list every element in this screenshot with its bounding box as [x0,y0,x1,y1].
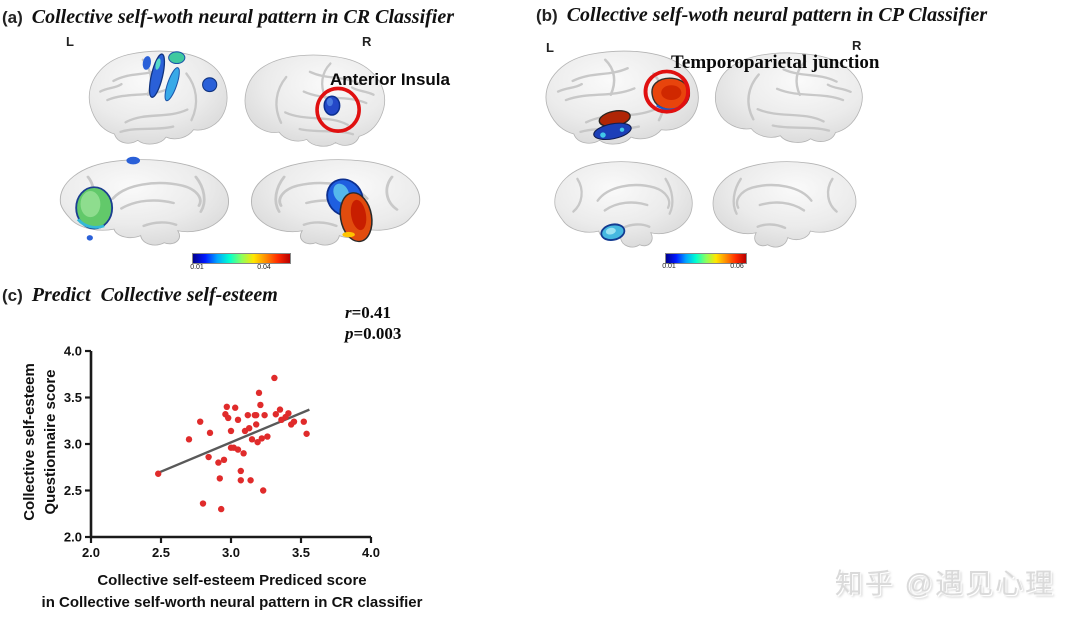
panel-b-tag: (b) [536,6,558,25]
x-axis-label-line2: in Collective self-worth neural pattern … [41,594,423,611]
panel-c-header: (c) Predict Collective self-esteem [2,284,278,307]
scatter-point [285,410,292,417]
panel-c-tag: (c) [2,286,23,305]
scatter-point [220,456,228,464]
brain-b-medial-left [553,160,694,249]
colorbar-b-max: 0.06 [730,263,744,270]
scatter-point [197,418,204,425]
scatter-point [290,418,298,425]
activation-temporal [593,110,632,141]
brain-a-lateral-left [87,49,229,146]
y-tick-label: 2.0 [64,530,82,545]
colorbar-b-min: 0.01 [662,263,676,270]
scatter-point [258,435,265,442]
stat-r: r=0.41 [345,303,392,322]
panel-b-header: (b) Collective self-woth neural pattern … [536,4,987,27]
activation-occipital-blue-red [326,178,373,243]
scatter-point [253,421,260,428]
y-tick-label: 3.0 [64,437,82,452]
scatter-point [225,414,232,422]
colorbar-a [192,253,291,264]
scatter-point [240,450,247,457]
scatter-point [246,424,253,432]
scatter-point [227,427,235,435]
x-tick-label: 4.0 [362,545,380,560]
brain-a-lateral-right [243,53,386,148]
scatter-point [206,429,214,437]
scatter-point [254,438,261,446]
panel-b-left-hemisphere-label: L [546,40,554,55]
scatter-point [303,430,310,437]
scatter-point [205,453,212,461]
scatter-point [215,459,222,466]
scatter-plot: 2.0 2.5 3.0 3.5 4.0 2.0 2.5 3.0 3.5 4.0 [64,344,380,561]
panel-b-right-hemisphere-label: R [852,38,862,53]
scatter-point [264,433,271,440]
brain-b-lateral-left [544,49,700,146]
panel-a-header: (a) Collective self-woth neural pattern … [2,6,454,29]
scatter-point [271,374,278,382]
brain-a-medial-right [250,158,422,247]
scatter-point [234,446,242,453]
stat-p: p=0.003 [345,324,402,343]
scatter-point [272,411,279,418]
scatter-point [155,470,162,477]
panel-a-tag: (a) [2,8,23,27]
colorbar-a-max: 0.04 [257,264,271,271]
scatter-point [300,418,307,425]
panel-a-right-hemisphere-label: R [362,34,372,49]
panel-a-title: Collective self-woth neural pattern in C… [31,6,455,28]
brain-b-medial-right [711,160,858,249]
scatter-point [216,475,223,482]
anterior-insula-label: Anterior Insula [330,70,450,89]
scatter-point [237,477,244,484]
scatter-point [218,505,225,513]
scatter-point [253,411,260,419]
panel-a-left-hemisphere-label: L [66,34,74,49]
scatter-point [248,436,256,443]
x-tick-label: 2.0 [82,545,100,560]
scatter-point [260,487,267,494]
x-tick-label: 3.0 [222,545,240,560]
scatter-point [199,500,207,507]
scatter-point [247,477,254,484]
colorbar-b [665,253,747,264]
x-tick-label: 3.5 [292,545,310,560]
scatter-point [223,403,230,410]
anterior-insula-highlight-circle [315,86,361,133]
activation-occipital-green [75,156,141,241]
brain-a-medial-left [58,156,230,247]
scatter-point [257,401,264,409]
colorbar-a-min: 0.01 [190,264,204,271]
scatter-point [244,411,251,419]
scatter-point [276,406,284,413]
scatter-point [185,436,193,443]
scatter-point [255,389,263,397]
scatter-point [237,467,244,475]
tpj-label: Temporoparietal junction [671,52,880,73]
tpj-highlight-circle [643,69,691,114]
scatter-point [232,404,239,411]
activation-central-sulcus [142,51,218,102]
activation-medial-temporal [600,223,626,241]
axes [89,351,371,539]
y-tick-label: 4.0 [64,344,82,359]
watermark: 知乎 @遇见心理 [834,568,1055,599]
x-axis-label-line1: Collective self-esteem Prediced score [97,572,367,589]
panel-c-title: Predict Collective self-esteem [31,284,278,306]
y-tick-label: 2.5 [64,483,82,498]
panel-b-title: Collective self-woth neural pattern in C… [566,4,988,26]
scatter-point [261,411,268,419]
y-axis-label-line1: Collective self-esteem [21,363,38,521]
scatter-point [234,416,242,424]
x-tick-label: 2.5 [152,545,170,560]
y-tick-label: 3.5 [64,390,82,405]
correlation-stats: r=0.41 p=0.003 [345,302,401,344]
